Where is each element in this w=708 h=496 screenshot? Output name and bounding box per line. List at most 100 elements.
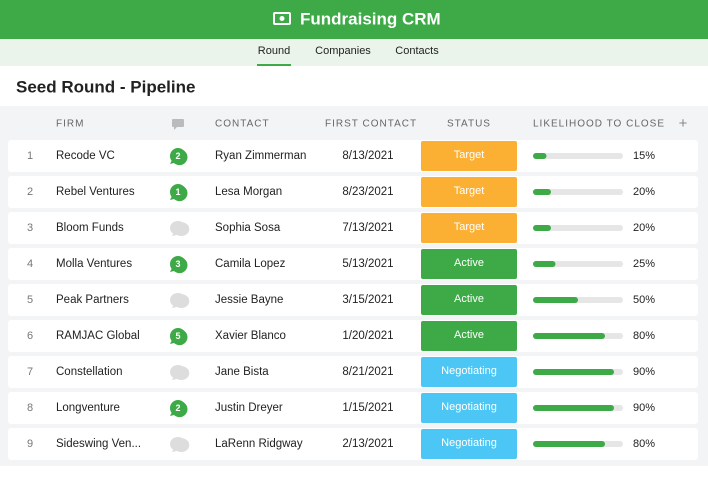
- status-label: Negotiating: [441, 401, 497, 413]
- status-label: Negotiating: [441, 437, 497, 449]
- nav-bar: [0, 39, 708, 66]
- comment-badge: [170, 328, 186, 344]
- comment-badge: [170, 256, 186, 272]
- row-number: 3: [27, 222, 33, 234]
- nav-tab[interactable]: Contacts: [395, 45, 439, 57]
- firm-name: Molla Ventures: [56, 258, 132, 270]
- contact-name: Sophia Sosa: [215, 222, 281, 234]
- row-number: 9: [27, 438, 33, 450]
- comment-badge: [170, 184, 186, 200]
- nav-tab[interactable]: Companies: [315, 45, 371, 57]
- comment-badge: [170, 148, 186, 164]
- first-contact-date: 8/13/2021: [342, 150, 393, 162]
- firm-name: Rebel Ventures: [56, 186, 135, 198]
- comment-count: 2: [175, 403, 180, 413]
- status-pill: [421, 357, 517, 387]
- progress-fill: [533, 333, 605, 339]
- contact-name: Xavier Blanco: [215, 330, 286, 342]
- column-header: LIKELIHOOD TO CLOSE: [533, 119, 665, 130]
- progress-fill: [533, 441, 605, 447]
- status-pill: [421, 393, 517, 423]
- firm-name: Recode VC: [56, 150, 115, 162]
- contact-name: Jessie Bayne: [215, 294, 283, 306]
- firm-name: RAMJAC Global: [56, 330, 140, 342]
- progress-fill: [533, 225, 551, 231]
- status-pill: [421, 285, 517, 315]
- progress-fill: [533, 405, 614, 411]
- row-number: 6: [27, 330, 33, 342]
- first-contact-date: 1/15/2021: [342, 402, 393, 414]
- contact-name: Justin Dreyer: [215, 402, 283, 414]
- progress-fill: [533, 297, 578, 303]
- column-header: FIRST CONTACT: [325, 119, 417, 130]
- first-contact-date: 3/15/2021: [342, 294, 393, 306]
- column-header: CONTACT: [215, 119, 270, 130]
- status-pill: [421, 429, 517, 459]
- column-header: FIRM: [56, 119, 84, 130]
- likelihood-label: 80%: [633, 438, 655, 450]
- likelihood-label: 15%: [633, 150, 655, 162]
- add-column-button[interactable]: +: [679, 115, 688, 132]
- comment-empty-icon: [170, 221, 186, 235]
- comment-empty-icon: [170, 293, 186, 307]
- progress-fill: [533, 261, 556, 267]
- comment-empty-icon: [170, 437, 186, 451]
- comment-count: 1: [175, 187, 180, 197]
- status-label: Target: [454, 149, 485, 161]
- likelihood-label: 90%: [633, 366, 655, 378]
- first-contact-date: 7/13/2021: [342, 222, 393, 234]
- progress-track: [533, 225, 623, 231]
- contact-name: Camila Lopez: [215, 258, 286, 270]
- status-pill: [421, 321, 517, 351]
- firm-name: Bloom Funds: [56, 222, 124, 234]
- progress-track: [533, 261, 623, 267]
- row-number: 2: [27, 186, 33, 198]
- status-pill: [421, 249, 517, 279]
- first-contact-date: 5/13/2021: [342, 258, 393, 270]
- first-contact-date: 8/21/2021: [342, 366, 393, 378]
- progress-fill: [533, 189, 551, 195]
- firm-name: Peak Partners: [56, 294, 129, 306]
- first-contact-date: 8/23/2021: [342, 186, 393, 198]
- firm-name: Sideswing Ven...: [56, 438, 141, 450]
- row-number: 8: [27, 402, 33, 414]
- status-pill: [421, 177, 517, 207]
- comment-count: 3: [175, 259, 180, 269]
- likelihood-label: 25%: [633, 258, 655, 270]
- likelihood-label: 50%: [633, 294, 655, 306]
- comment-empty-icon: [170, 365, 186, 379]
- progress-fill: [533, 369, 614, 375]
- money-icon: [273, 12, 291, 25]
- nav-tab[interactable]: Round: [258, 45, 290, 57]
- status-label: Negotiating: [441, 365, 497, 377]
- likelihood-label: 20%: [633, 222, 655, 234]
- comment-count: 5: [175, 331, 180, 341]
- row-number: 4: [27, 258, 33, 270]
- money-icon-dot: [279, 16, 285, 21]
- column-header: STATUS: [447, 119, 491, 130]
- active-tab-underline: [257, 64, 291, 66]
- contact-name: Lesa Morgan: [215, 186, 282, 198]
- tabs: Round Companies Contacts: [257, 45, 439, 66]
- row-number: 1: [27, 150, 33, 162]
- contact-name: LaRenn Ridgway: [215, 438, 303, 450]
- app-header: [0, 0, 708, 39]
- first-contact-date: 1/20/2021: [342, 330, 393, 342]
- app-title: Fundraising CRM: [300, 9, 441, 28]
- likelihood-label: 20%: [633, 186, 655, 198]
- first-contact-date: 2/13/2021: [342, 438, 393, 450]
- progress-track: [533, 189, 623, 195]
- contact-name: Ryan Zimmerman: [215, 150, 306, 162]
- comment-count: 2: [175, 151, 180, 161]
- page-title: Seed Round - Pipeline: [16, 77, 195, 96]
- contact-name: Jane Bista: [215, 366, 269, 378]
- progress-fill: [533, 153, 547, 159]
- likelihood-label: 90%: [633, 402, 655, 414]
- row-number: 7: [27, 366, 33, 378]
- status-label: Active: [454, 293, 484, 305]
- comments-header-icon: [172, 119, 184, 130]
- firm-name: Constellation: [56, 366, 122, 378]
- firm-name: Longventure: [56, 402, 120, 414]
